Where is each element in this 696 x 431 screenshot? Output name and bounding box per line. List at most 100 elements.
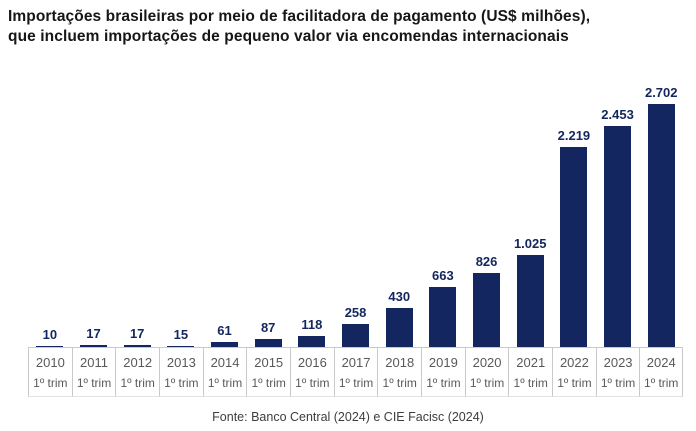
axis-sub-label: 1º trim xyxy=(469,376,505,390)
axis-sub-label: 1º trim xyxy=(600,376,636,390)
axis-year-label: 2010 xyxy=(35,355,65,370)
axis-cell: 2012 1º trim xyxy=(115,347,160,397)
axis-cell: 2014 1º trim xyxy=(202,347,247,397)
plot-cell: 10 xyxy=(28,60,72,347)
chart-column: 10 2010 1º trim xyxy=(28,60,72,397)
axis-cell: 2015 1º trim xyxy=(246,347,291,397)
bar xyxy=(123,345,151,347)
axis-sub-label: 1º trim xyxy=(644,376,679,390)
axis-sub-label: 1º trim xyxy=(164,376,199,390)
plot-cell: 430 xyxy=(377,60,421,347)
bar xyxy=(254,339,282,347)
plot-cell: 663 xyxy=(421,60,465,347)
chart-column: 663 2019 1º trim xyxy=(421,60,465,397)
plot-cell: 1.025 xyxy=(508,60,552,347)
chart-column: 61 2014 1º trim xyxy=(202,60,247,397)
plot-cell: 17 xyxy=(72,60,116,347)
plot-cell: 2.453 xyxy=(596,60,640,347)
axis-cell: 2022 1º trim xyxy=(552,347,596,397)
bar xyxy=(342,324,370,347)
axis-cell: 2018 1º trim xyxy=(377,347,422,397)
bar-value-label: 430 xyxy=(388,289,411,304)
axis-cell: 2019 1º trim xyxy=(421,347,465,397)
bar-value-label: 1.025 xyxy=(513,236,547,251)
bar-value-label: 2.702 xyxy=(644,85,678,100)
axis-year-label: 2020 xyxy=(472,355,502,370)
bar xyxy=(385,308,413,347)
bar xyxy=(560,147,588,347)
chart-columns: 10 2010 1º trim 17 2011 1º trim 17 2012 1º trim 1… xyxy=(28,60,684,397)
axis-sub-label: 1º trim xyxy=(426,376,461,390)
bar xyxy=(516,255,544,347)
bar xyxy=(604,126,632,347)
axis-sub-label: 1º trim xyxy=(33,376,68,390)
bar-value-label: 17 xyxy=(86,326,101,341)
axis-year-label: 2012 xyxy=(123,355,153,370)
axis-sub-label: 1º trim xyxy=(513,376,548,390)
bar-value-label: 258 xyxy=(344,305,367,320)
axis-sub-label: 1º trim xyxy=(120,376,155,390)
bar xyxy=(167,346,195,347)
axis-cell: 2020 1º trim xyxy=(464,347,509,397)
axis-year-label: 2023 xyxy=(603,355,633,370)
axis-sub-label: 1º trim xyxy=(207,376,243,390)
axis-year-label: 2016 xyxy=(297,355,327,370)
axis-sub-label: 1º trim xyxy=(382,376,417,390)
axis-year-label: 2019 xyxy=(428,355,458,370)
chart-column: 1.025 2021 1º trim xyxy=(508,60,553,397)
plot-cell: 118 xyxy=(290,60,334,347)
axis-cell: 2017 1º trim xyxy=(333,347,378,397)
chart-column: 2.453 2023 1º trim xyxy=(595,60,640,397)
axis-sub-label: 1º trim xyxy=(76,376,112,390)
bar-value-label: 10 xyxy=(42,327,58,342)
chart-column: 430 2018 1º trim xyxy=(377,60,422,397)
axis-year-label: 2013 xyxy=(166,355,196,370)
plot-cell: 2.219 xyxy=(552,60,596,347)
axis-cell: 2016 1º trim xyxy=(290,347,334,397)
bar-value-label: 17 xyxy=(129,326,145,341)
axis-year-label: 2017 xyxy=(341,355,371,370)
chart-column: 2.219 2022 1º trim xyxy=(552,60,596,397)
bar xyxy=(79,345,108,347)
axis-year-label: 2021 xyxy=(516,355,546,370)
bar xyxy=(210,342,239,347)
bar xyxy=(647,104,675,347)
bar-value-label: 826 xyxy=(475,254,498,269)
chart-column: 258 2017 1º trim xyxy=(333,60,378,397)
axis-sub-label: 1º trim xyxy=(295,376,330,390)
axis-sub-label: 1º trim xyxy=(251,376,286,390)
axis-year-label: 2024 xyxy=(646,355,676,370)
bar-value-label: 2.453 xyxy=(601,107,634,122)
axis-cell: 2023 1º trim xyxy=(595,347,640,397)
bar-chart: 10 2010 1º trim 17 2011 1º trim 17 2012 1º trim 1… xyxy=(28,60,684,397)
plot-cell: 61 xyxy=(203,60,247,347)
bar-value-label: 2.219 xyxy=(557,128,591,143)
chart-column: 17 2011 1º trim xyxy=(71,60,116,397)
bar xyxy=(298,336,326,347)
bar-value-label: 61 xyxy=(217,323,232,338)
axis-cell: 2021 1º trim xyxy=(508,347,553,397)
chart-column: 87 2015 1º trim xyxy=(246,60,291,397)
bar-value-label: 118 xyxy=(301,317,323,332)
axis-cell: 2011 1º trim xyxy=(71,347,116,397)
plot-cell: 87 xyxy=(246,60,290,347)
axis-year-label: 2015 xyxy=(254,355,284,370)
bar-value-label: 15 xyxy=(173,327,189,342)
bar-value-label: 87 xyxy=(260,320,276,335)
chart-column: 15 2013 1º trim xyxy=(159,60,203,397)
axis-year-label: 2014 xyxy=(210,355,240,370)
chart-column: 17 2012 1º trim xyxy=(115,60,160,397)
axis-year-label: 2011 xyxy=(80,355,108,370)
chart-column: 118 2016 1º trim xyxy=(290,60,334,397)
bar xyxy=(473,273,501,347)
plot-cell: 15 xyxy=(159,60,203,347)
source-note: Fonte: Banco Central (2024) e CIE Facisc… xyxy=(212,410,484,424)
chart-title-line2: que incluem importações de pequeno valor… xyxy=(8,28,569,46)
plot-cell: 826 xyxy=(465,60,509,347)
axis-sub-label: 1º trim xyxy=(338,376,374,390)
bar xyxy=(36,346,64,347)
axis-year-label: 2018 xyxy=(385,355,415,370)
bar xyxy=(429,287,457,347)
plot-cell: 17 xyxy=(115,60,159,347)
chart-title: Importações brasileiras por meio de faci… xyxy=(0,0,696,48)
